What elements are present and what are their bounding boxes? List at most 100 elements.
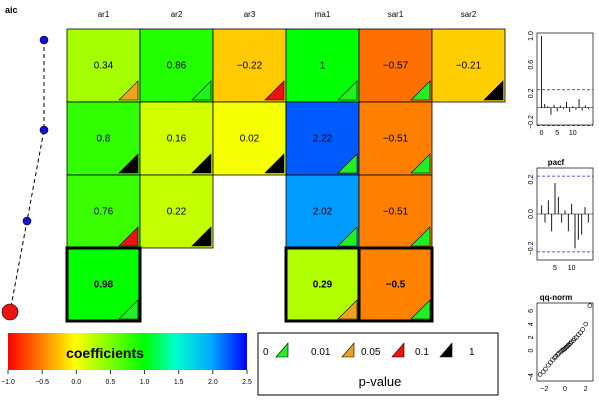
aic-line xyxy=(9,40,45,313)
cell-value: 0.16 xyxy=(167,134,187,145)
qq-title: qq-norm xyxy=(540,293,572,302)
column-header: ar2 xyxy=(171,10,183,19)
heatmap-cell: 0.8 xyxy=(66,101,141,176)
qq-point xyxy=(542,366,548,372)
cell-value: 0.02 xyxy=(240,134,260,145)
y-tick-label: 0 xyxy=(528,349,535,353)
column-header: ar1 xyxy=(98,10,110,19)
p-value-marker xyxy=(264,153,285,174)
x-tick-label: 10 xyxy=(569,130,577,137)
x-tick-label: 5 xyxy=(553,265,557,272)
qq-point xyxy=(587,303,593,308)
colorbar-gradient xyxy=(8,333,247,370)
column-headers: ar1 ar2 ar3 ma1 sar1 sar2 xyxy=(98,10,477,19)
heatmap-cell: −0.5 xyxy=(357,246,434,323)
pacf-title: pacf xyxy=(548,158,565,167)
colorbar-tick-label: −1.0 xyxy=(1,379,15,386)
cell-fill xyxy=(285,174,360,249)
p-value-marker xyxy=(118,226,139,247)
heatmap-cell: 0.98 xyxy=(65,246,142,323)
y-tick-label: 2 xyxy=(528,335,535,339)
x-tick-label: −2 xyxy=(540,386,548,393)
p-value-marker xyxy=(118,299,139,320)
y-tick-label: 0.2 xyxy=(528,88,535,98)
legend-swatch xyxy=(341,342,355,358)
column-header: sar1 xyxy=(388,10,404,19)
plot-frame xyxy=(536,32,594,126)
cell-fill xyxy=(358,174,433,249)
column-header: ar3 xyxy=(244,10,256,19)
p-value-marker xyxy=(118,80,139,101)
cell-value: 0.29 xyxy=(313,280,333,291)
y-tick-label: 1.0 xyxy=(528,31,535,41)
heatmap-cell: 2.22 xyxy=(285,101,360,176)
heatmap-cells: 0.34 0.86 −0.22 1 −0.57 −0.21 0.8 0.16 0.02 2.22 −… xyxy=(65,28,506,323)
aic-point xyxy=(39,35,49,45)
heatmap-cell: 0.86 xyxy=(139,28,214,103)
plot-frame xyxy=(536,302,594,382)
cell-fill xyxy=(358,28,433,103)
x-tick-label: 0 xyxy=(540,130,544,137)
y-tick-label: 0.6 xyxy=(528,60,535,70)
coefficient-heatmap: ar1 ar2 ar3 ma1 sar1 sar2 0.34 0.86 −0.22 1 −0.57… xyxy=(65,10,506,323)
p-value-marker xyxy=(410,299,431,320)
heatmap-cell: 0.29 xyxy=(284,246,361,323)
cell-fill xyxy=(285,28,360,103)
heatmap-cell: −0.57 xyxy=(358,28,433,103)
p-value-marker xyxy=(264,80,285,101)
cell-value: 0.86 xyxy=(167,61,187,72)
p-value-marker xyxy=(337,299,358,320)
y-tick-label: 4 xyxy=(528,322,535,326)
heatmap-cell: 1 xyxy=(285,28,360,103)
cell-fill xyxy=(358,101,433,176)
p-value-marker xyxy=(337,80,358,101)
y-tick-label: −0.2 xyxy=(528,115,535,129)
cell-fill xyxy=(139,174,214,249)
qq-point xyxy=(537,372,543,377)
cell-fill xyxy=(285,101,360,176)
coefficient-colorbar: coefficients −1.0 −0.5 0.0 0.5 1.0 1.5 2.0 2.5 xyxy=(1,333,252,386)
aic-point xyxy=(39,125,49,135)
qq-point xyxy=(567,341,573,346)
qq-point xyxy=(552,355,557,361)
cell-value: 0.34 xyxy=(94,61,114,72)
y-tick-label: 6 xyxy=(528,309,535,313)
legend-label: 0 xyxy=(263,347,269,358)
legend-items: 0 0.01 0.05 0.1 1 xyxy=(263,342,475,358)
legend-label: 0.1 xyxy=(415,347,429,358)
qq-point xyxy=(555,352,561,357)
cell-value: 0.76 xyxy=(94,207,114,218)
y-tick-label: −4 xyxy=(528,373,535,381)
cell-value: 2.02 xyxy=(313,207,333,218)
y-tick-label: 0.2 xyxy=(528,175,535,185)
colorbar-tick-label: 1.5 xyxy=(174,379,184,386)
y-tick-label: 0.0 xyxy=(528,209,535,219)
p-value-marker xyxy=(410,80,431,101)
p-value-marker xyxy=(191,80,212,101)
legend-swatch xyxy=(439,342,453,358)
colorbar-ticks: −1.0 −0.5 0.0 0.5 1.0 1.5 2.0 2.5 xyxy=(1,370,252,386)
colorbar-tick-label: 1.0 xyxy=(140,379,150,386)
p-value-marker xyxy=(191,153,212,174)
qq-point xyxy=(578,330,583,336)
cell-value: 0.22 xyxy=(167,207,187,218)
heatmap-cell: 2.02 xyxy=(285,174,360,249)
heatmap-cell: 0.22 xyxy=(139,174,214,249)
colorbar-tick-label: 0.5 xyxy=(106,379,116,386)
heatmap-cell: −0.21 xyxy=(431,28,506,103)
cell-value: −0.21 xyxy=(456,61,482,72)
p-value-marker xyxy=(483,80,504,101)
colorbar-label: coefficients xyxy=(66,345,144,361)
p-value-marker xyxy=(191,226,212,247)
cell-fill xyxy=(66,101,141,176)
x-tick-label: 0 xyxy=(563,386,567,393)
x-tick-label: 5 xyxy=(555,130,559,137)
cell-value: −0.51 xyxy=(383,134,409,145)
aic-point xyxy=(22,216,32,226)
p-value-marker xyxy=(410,153,431,174)
column-header: sar2 xyxy=(461,10,477,19)
legend-label: 0.05 xyxy=(361,347,381,358)
aic-points xyxy=(1,35,49,321)
